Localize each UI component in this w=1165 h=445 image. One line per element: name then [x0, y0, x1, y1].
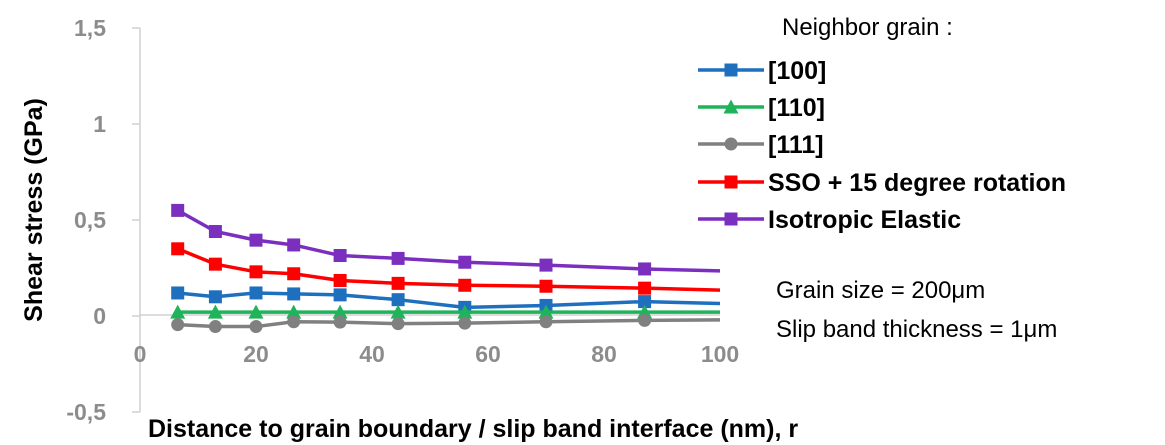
data-point: [539, 315, 553, 329]
data-point: [638, 313, 652, 327]
data-point: [249, 265, 263, 279]
data-point: [538, 304, 554, 319]
data-point: [333, 315, 347, 329]
x-tick-labels: 0 20 40 60 80 100: [134, 341, 740, 367]
data-point: [390, 304, 406, 319]
y-tick-marks: [132, 27, 140, 413]
x-tick-label: 60: [475, 341, 501, 367]
data-point: [248, 304, 264, 319]
data-point: [391, 293, 405, 307]
data-point: [638, 262, 652, 276]
data-point: [539, 279, 553, 293]
data-point: [391, 276, 405, 290]
data-point: [170, 304, 186, 319]
data-point: [724, 212, 738, 226]
slip-band-thickness-annotation: Slip band thickness = 1μm: [776, 316, 1057, 343]
legend-label: [100]: [768, 57, 826, 85]
data-point: [249, 320, 263, 334]
legend-title: Neighbor grain :: [782, 14, 953, 41]
data-point: [391, 251, 405, 265]
x-tick-label: 40: [359, 341, 385, 367]
data-point: [171, 203, 185, 217]
data-point: [208, 225, 222, 239]
series-4: [171, 203, 721, 276]
data-point: [208, 257, 222, 271]
y-axis-title: Shear stress (GPa): [20, 98, 48, 322]
data-point: [286, 304, 302, 319]
data-point: [539, 258, 553, 272]
data-point: [458, 278, 472, 292]
y-tick-labels: -0,5 0 0,5 1 1,5: [66, 15, 106, 425]
x-tick-label: 80: [591, 341, 617, 367]
x-axis-title: Distance to grain boundary / slip band i…: [148, 415, 798, 443]
y-tick-label: 0: [93, 303, 106, 329]
data-point: [208, 320, 222, 334]
data-point: [287, 267, 301, 281]
y-tick-label: 1: [93, 111, 106, 137]
y-tick-label: -0,5: [66, 399, 106, 425]
legend-label: [111]: [768, 131, 824, 159]
data-point: [171, 318, 185, 332]
series-line: [176, 208, 721, 273]
y-tick-label: 1,5: [74, 15, 106, 41]
data-point: [333, 288, 347, 302]
data-point: [724, 137, 738, 151]
legend-label: SSO + 15 degree rotation: [768, 169, 1066, 197]
legend-label: Isotropic Elastic: [768, 206, 961, 234]
data-point: [249, 286, 263, 300]
series-line: [177, 291, 721, 310]
data-point: [458, 255, 472, 269]
x-tick-label: 100: [701, 341, 739, 367]
legend-label: [110]: [768, 94, 825, 122]
data-point: [287, 238, 301, 252]
data-point: [724, 175, 738, 189]
data-point: [333, 249, 347, 263]
data-point: [723, 99, 739, 114]
legend-entry: [110]: [698, 94, 825, 122]
legend-entry: Isotropic Elastic: [698, 206, 961, 234]
series-layer: [170, 203, 721, 334]
data-point: [458, 316, 472, 330]
data-point: [249, 233, 263, 247]
data-point: [457, 304, 473, 319]
series-line: [177, 247, 721, 292]
data-point: [171, 242, 185, 256]
legend-entry: [100]: [698, 57, 826, 85]
data-point: [287, 287, 301, 301]
data-point: [724, 63, 738, 77]
grain-size-annotation: Grain size = 200μm: [776, 277, 985, 304]
data-point: [171, 286, 185, 300]
data-point: [208, 290, 222, 304]
legend: [100] [110] [111] SSO + 15 degree rotation I…: [698, 57, 1066, 234]
data-point: [287, 315, 301, 329]
legend-entry: SSO + 15 degree rotation: [698, 169, 1066, 197]
legend-entry: [111]: [698, 131, 824, 159]
data-point: [333, 273, 347, 287]
series-1: [170, 304, 720, 319]
series-2: [171, 313, 721, 334]
series-0: [171, 286, 721, 314]
data-point: [391, 317, 405, 331]
series-3: [171, 242, 721, 295]
data-point: [207, 304, 223, 319]
data-point: [638, 295, 652, 309]
x-tick-label: 0: [134, 341, 147, 367]
x-tick-label: 20: [243, 341, 269, 367]
data-point: [332, 304, 348, 319]
y-tick-label: 0,5: [74, 207, 106, 233]
series-line: [177, 318, 721, 329]
data-point: [638, 281, 652, 295]
